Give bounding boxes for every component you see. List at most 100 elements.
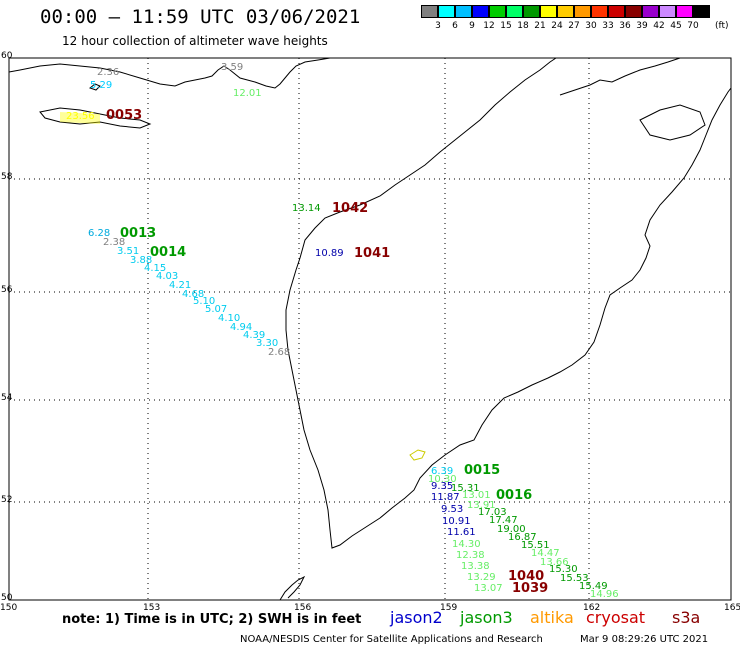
wave-height: 13.29	[467, 572, 496, 583]
wave-height: 10.30	[428, 474, 457, 485]
legend-s3a: s3a	[672, 608, 701, 627]
lon-label: 150	[0, 603, 17, 613]
color-scale-label: 36	[619, 21, 631, 31]
color-scale-label: 6	[452, 21, 458, 31]
wave-height: 2.36	[97, 67, 119, 78]
wave-height: 13.66	[540, 557, 569, 568]
wave-height: 6.39	[431, 466, 453, 477]
color-swatch	[574, 5, 591, 18]
lat-label: 56	[1, 285, 13, 295]
wave-height: 4.21	[169, 280, 191, 291]
track-label: 0015	[464, 463, 500, 478]
lon-label: 165	[724, 603, 740, 613]
color-swatch	[472, 5, 489, 18]
wave-height: 9.35	[431, 481, 453, 492]
wave-height: 5.10	[193, 296, 215, 307]
wave-height: 4.68	[182, 289, 204, 300]
shantar-islands	[88, 83, 101, 91]
color-swatch	[676, 5, 693, 18]
lat-label: 58	[1, 172, 13, 182]
color-scale-label: 27	[568, 21, 580, 31]
color-swatch	[591, 5, 608, 18]
color-scale-label: 45	[670, 21, 682, 31]
coastline	[8, 57, 732, 601]
generation-timestamp: Mar 9 08:29:26 UTC 2021	[580, 634, 709, 645]
color-swatch	[540, 5, 557, 18]
map-subtitle: 12 hour collection of altimeter wave hei…	[62, 34, 328, 48]
map-title: 00:00 – 11:59 UTC 03/06/2021	[40, 6, 361, 28]
color-swatch	[438, 5, 455, 18]
color-swatch	[421, 5, 438, 18]
color-swatch	[642, 5, 659, 18]
wave-height: 13.01	[462, 490, 491, 501]
wave-height: 12.01	[233, 88, 262, 99]
wave-height: 3.88	[130, 255, 152, 266]
color-scale-unit: (ft)	[715, 21, 729, 31]
wave-height: 15.53	[560, 573, 589, 584]
color-swatch	[455, 5, 472, 18]
color-scale-label: 18	[517, 21, 529, 31]
wave-height: 6.28	[88, 228, 110, 239]
wave-height: 2.38	[103, 237, 125, 248]
color-scale-label: 33	[602, 21, 614, 31]
color-scale-label: 15	[500, 21, 512, 31]
color-scale-label: 21	[534, 21, 546, 31]
wave-height-labels: 2.36 5.29 3.59 12.01 23.56 13.14 10.89 6…	[66, 62, 619, 600]
ice-highlight	[60, 112, 100, 124]
color-scale-label: 3	[435, 21, 441, 31]
color-swatch	[506, 5, 523, 18]
color-swatch	[523, 5, 540, 18]
wave-height: 3.30	[256, 338, 278, 349]
track-labels: 0053 1042 1041 0013 0014 0015 0016 1040 …	[106, 108, 548, 596]
lon-label: 153	[143, 603, 160, 613]
legend-jason3: jason3	[460, 608, 513, 627]
lon-label: 159	[440, 603, 457, 613]
lat-label: 52	[1, 495, 12, 505]
wave-height: 15.30	[549, 564, 578, 575]
color-scale-label: 70	[687, 21, 699, 31]
wave-height: 5.29	[90, 80, 112, 91]
wave-height: 19.00	[497, 524, 526, 535]
color-swatch	[659, 5, 676, 18]
credit-footer: NOAA/NESDIS Center for Satellite Applica…	[240, 634, 543, 645]
track-label: 0014	[150, 245, 186, 260]
wave-height: 13.07	[474, 583, 503, 594]
track-label: 0016	[496, 488, 532, 503]
wave-height: 13.38	[461, 561, 490, 572]
wave-height: 4.94	[230, 322, 252, 333]
map-frame	[8, 57, 732, 601]
axis-labels: 150 153 156 159 162 165 60 58 56 54 52 5…	[0, 51, 740, 613]
wave-height: 3.59	[221, 62, 243, 73]
lat-label: 54	[1, 393, 13, 403]
wave-height: 5.07	[205, 304, 227, 315]
wave-height: 17.03	[478, 507, 507, 518]
legend-cryosat: cryosat	[586, 608, 646, 627]
kamchatka-west-coast	[299, 57, 557, 259]
wave-height: 4.39	[243, 330, 265, 341]
wave-height: 9.53	[441, 504, 463, 515]
lat-label: 60	[1, 51, 13, 61]
wave-height: 11.87	[431, 492, 460, 503]
color-swatch	[489, 5, 506, 18]
wave-height: 15.51	[521, 540, 550, 551]
color-swatch	[693, 5, 710, 18]
track-label: 1040	[508, 569, 544, 584]
map-grid	[9, 58, 731, 600]
legend-jason2: jason2	[390, 608, 443, 627]
wave-height: 2.68	[268, 347, 290, 358]
wave-height: 14.47	[531, 548, 560, 559]
color-scale-label: 39	[636, 21, 648, 31]
track-label: 1039	[512, 581, 548, 596]
wave-height: 10.91	[442, 516, 471, 527]
wave-height: 15.31	[451, 483, 480, 494]
wave-height: 4.10	[218, 313, 240, 324]
wave-height: 4.03	[156, 271, 178, 282]
color-swatch	[557, 5, 574, 18]
wave-height: 16.87	[508, 532, 537, 543]
color-scale-label: 42	[653, 21, 665, 31]
koryak-coast	[559, 57, 681, 96]
okhotsk-north-coast	[8, 57, 331, 89]
wave-height: 17.47	[489, 515, 518, 526]
track-label: 1041	[354, 246, 390, 261]
legend-altika: altika	[530, 608, 574, 627]
